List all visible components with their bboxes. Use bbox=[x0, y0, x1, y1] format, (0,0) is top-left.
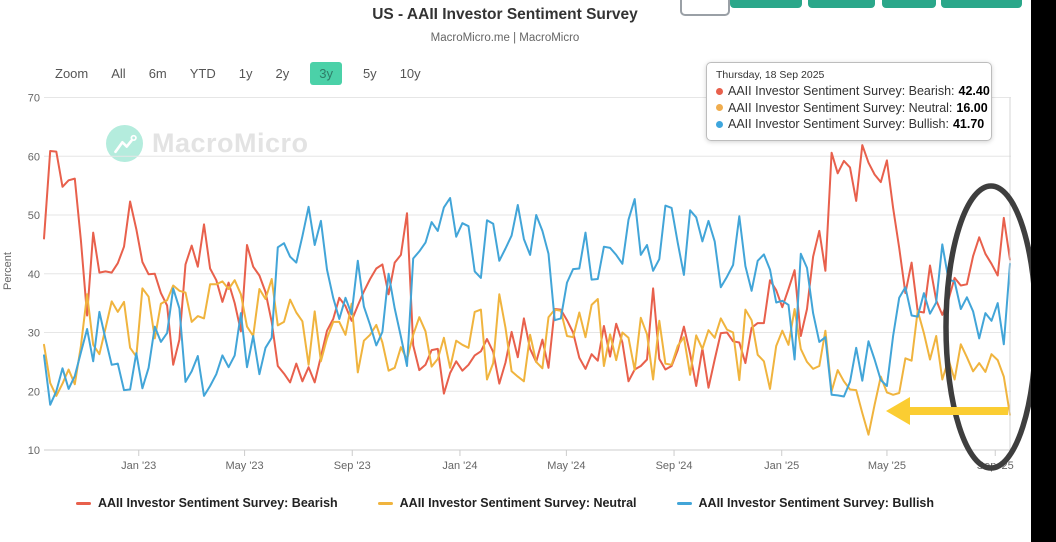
legend-bullish-label: AAII Investor Sentiment Survey: Bullish bbox=[698, 496, 934, 510]
range-option-2y[interactable]: 2y bbox=[275, 66, 290, 81]
series-line-bullish[interactable] bbox=[43, 197, 1011, 406]
y-tick-label-10: 10 bbox=[28, 445, 40, 457]
range-option-5y[interactable]: 5y bbox=[362, 66, 377, 81]
tooltip-row-neutral: AAII Investor Sentiment Survey: Neutral:… bbox=[716, 100, 988, 117]
tooltip-bullish-label: AAII Investor Sentiment Survey: Bullish: bbox=[728, 117, 949, 131]
top-action-button-outline[interactable] bbox=[680, 0, 730, 16]
arrow-annotation-shaft bbox=[908, 407, 1008, 415]
neutral-dash-icon bbox=[377, 501, 393, 505]
y-tick-label-60: 60 bbox=[28, 151, 40, 163]
tooltip-neutral-label: AAII Investor Sentiment Survey: Neutral: bbox=[728, 100, 953, 115]
legend-bearish-label: AAII Investor Sentiment Survey: Bearish bbox=[98, 496, 338, 510]
legend-item-bullish[interactable]: AAII Investor Sentiment Survey: Bullish bbox=[676, 496, 934, 510]
tooltip-bearish-label: AAII Investor Sentiment Survey: Bearish: bbox=[728, 84, 955, 98]
x-tick-label: Sep '24 bbox=[656, 460, 693, 472]
y-tick-label-70: 70 bbox=[28, 93, 40, 105]
chart-legend: AAII Investor Sentiment Survey: Bearish … bbox=[0, 496, 1010, 510]
range-zoom-label: Zoom bbox=[55, 66, 89, 81]
top-action-button-3[interactable] bbox=[882, 0, 936, 8]
chart-title: US - AAII Investor Sentiment Survey bbox=[372, 6, 638, 23]
legend-item-neutral[interactable]: AAII Investor Sentiment Survey: Neutral bbox=[377, 496, 637, 510]
range-option-6m[interactable]: 6m bbox=[148, 66, 167, 81]
top-action-button-1[interactable] bbox=[730, 0, 802, 8]
y-tick-label-50: 50 bbox=[28, 210, 40, 222]
tooltip-date: Thursday, 18 Sep 2025 bbox=[716, 69, 825, 81]
range-option-10y[interactable]: 10y bbox=[399, 66, 421, 81]
range-option-1y[interactable]: 1y bbox=[238, 66, 253, 81]
y-tick-label-40: 40 bbox=[28, 269, 40, 281]
x-tick-label: May '25 bbox=[868, 460, 906, 472]
neutral-dot-icon bbox=[716, 104, 723, 112]
bullish-dash-icon bbox=[676, 501, 692, 505]
x-tick-label: Jan '23 bbox=[121, 460, 156, 472]
tooltip-bearish-value: 42.40 bbox=[958, 84, 990, 98]
tooltip-neutral-value: 16.00 bbox=[956, 100, 988, 115]
tooltip-bullish-value: 41.70 bbox=[952, 117, 985, 131]
bearish-dash-icon bbox=[76, 501, 91, 505]
x-tick-label: Jan '24 bbox=[442, 460, 477, 472]
series-line-neutral[interactable] bbox=[43, 278, 1011, 436]
tooltip-row-bullish: AAII Investor Sentiment Survey: Bullish:… bbox=[716, 116, 985, 133]
ellipse-annotation bbox=[943, 183, 1039, 471]
screen-edge-black-strip bbox=[1031, 0, 1056, 542]
top-action-button-4[interactable] bbox=[941, 0, 1022, 8]
y-tick-label-30: 30 bbox=[28, 328, 40, 340]
x-tick-label: Sep '23 bbox=[334, 460, 371, 472]
range-option-ytd[interactable]: YTD bbox=[189, 66, 216, 81]
y-tick-label-20: 20 bbox=[28, 386, 40, 398]
top-action-button-2[interactable] bbox=[808, 0, 875, 8]
arrow-annotation-head bbox=[886, 397, 910, 425]
chart-subtitle: MacroMicro.me | MacroMicro bbox=[430, 32, 580, 44]
legend-item-bearish[interactable]: AAII Investor Sentiment Survey: Bearish bbox=[76, 496, 338, 510]
tooltip-row-bearish: AAII Investor Sentiment Survey: Bearish:… bbox=[716, 83, 990, 100]
range-option-3y-selected[interactable]: 3y bbox=[310, 62, 342, 85]
watermark-text: MacroMicro bbox=[152, 128, 309, 158]
bullish-dot-icon bbox=[716, 120, 723, 128]
macromicro-watermark: MacroMicro bbox=[106, 125, 309, 162]
series-line-bearish[interactable] bbox=[43, 144, 1011, 395]
chart-tooltip: Thursday, 18 Sep 2025 AAII Investor Sent… bbox=[706, 62, 992, 141]
range-option-all[interactable]: All bbox=[111, 66, 126, 81]
x-tick-label: Jan '25 bbox=[764, 460, 799, 472]
x-tick-label: May '23 bbox=[225, 460, 263, 472]
x-tick-label: May '24 bbox=[547, 460, 585, 472]
range-toolbar: Zoom All 6m YTD 1y 2y 3y 5y 10y bbox=[53, 62, 423, 85]
bearish-dot-icon bbox=[716, 87, 723, 95]
legend-neutral-label: AAII Investor Sentiment Survey: Neutral bbox=[399, 496, 637, 510]
